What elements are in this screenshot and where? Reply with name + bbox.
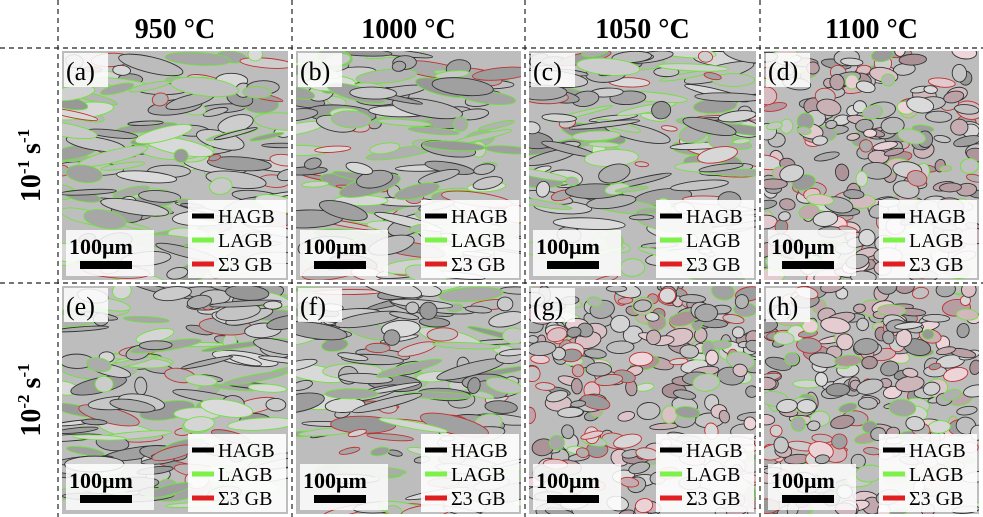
panel-label: (e)	[66, 292, 95, 321]
grain	[629, 215, 654, 220]
grain	[925, 111, 952, 123]
scale-bar	[782, 261, 834, 269]
scale-bar	[782, 495, 834, 503]
grain	[606, 285, 626, 291]
scale-label: 100μm	[303, 468, 367, 493]
rate-unit: s	[16, 377, 47, 388]
row-header: 10-1s-1	[14, 129, 47, 202]
legend-label: LAGB	[909, 464, 963, 486]
grain	[861, 356, 877, 369]
column-header: 1100 °C	[825, 14, 918, 45]
scale-label: 100μm	[303, 234, 367, 259]
grain	[864, 129, 877, 137]
grain	[858, 229, 875, 246]
grain	[705, 350, 718, 366]
grain	[620, 258, 645, 276]
grain	[695, 304, 718, 322]
legend-label: Σ3 GB	[686, 488, 740, 510]
grain	[759, 179, 787, 189]
grain	[264, 301, 282, 309]
legend-label: Σ3 GB	[218, 254, 272, 276]
legend-label: LAGB	[451, 230, 505, 252]
grain	[586, 363, 612, 377]
legend-label: HAGB	[451, 440, 508, 462]
grain	[770, 425, 782, 437]
rate-unit-exp: -1	[14, 129, 33, 143]
legend-label: Σ3 GB	[451, 254, 505, 276]
legend-label: HAGB	[686, 206, 743, 228]
grain	[922, 329, 934, 340]
scale-label: 100μm	[69, 234, 133, 259]
rate-unit-exp: -1	[14, 363, 33, 377]
legend-label: HAGB	[451, 206, 508, 228]
rate-exp: -2	[14, 394, 33, 408]
legend-label: LAGB	[218, 464, 272, 486]
grain	[791, 417, 805, 432]
panel-label: (g)	[533, 292, 563, 321]
grain	[858, 397, 878, 410]
scale-bar	[547, 261, 599, 269]
grain	[502, 328, 525, 345]
legend-label: Σ3 GB	[686, 254, 740, 276]
grain	[680, 344, 699, 358]
rate-base: 10	[16, 174, 47, 202]
scale-bar	[547, 495, 599, 503]
grain	[951, 119, 968, 135]
panel-label: (f)	[300, 292, 326, 321]
rate-unit: s	[16, 143, 47, 154]
column-header: 950 °C	[135, 14, 215, 45]
grain	[732, 327, 744, 338]
scale-label: 100μm	[69, 468, 133, 493]
figure: 950 °C1000 °C1050 °C1100 °C10-1s-110-2s-…	[0, 0, 983, 517]
grain	[826, 383, 850, 396]
grain	[856, 171, 867, 186]
grain	[174, 149, 188, 163]
legend-label: Σ3 GB	[909, 488, 963, 510]
scale-label: 100μm	[536, 234, 600, 259]
grain	[497, 297, 513, 311]
row-header: 10-2 s-1	[14, 363, 47, 436]
column-header: 1050 °C	[595, 14, 689, 45]
rate-exp: -1	[14, 160, 33, 174]
grain	[571, 378, 583, 394]
grain	[797, 399, 816, 413]
legend-label: HAGB	[218, 206, 275, 228]
legend-label: HAGB	[218, 440, 275, 462]
grain	[572, 364, 584, 377]
legend-label: Σ3 GB	[909, 254, 963, 276]
scale-bar	[80, 495, 132, 503]
grain	[857, 318, 869, 331]
grain	[877, 278, 897, 295]
legend-label: Σ3 GB	[451, 488, 505, 510]
scale-bar	[314, 261, 366, 269]
grain	[266, 398, 286, 411]
legend-label: HAGB	[686, 440, 743, 462]
legend-label: LAGB	[218, 230, 272, 252]
panel-label: (d)	[768, 57, 798, 86]
legend-label: Σ3 GB	[218, 488, 272, 510]
scale-label: 100μm	[536, 468, 600, 493]
legend-label: LAGB	[686, 464, 740, 486]
grain	[325, 389, 378, 399]
panel-label: (c)	[533, 57, 562, 86]
scale-label: 100μm	[771, 468, 835, 493]
panel-label: (a)	[66, 57, 95, 86]
grain	[366, 343, 390, 353]
panel-label: (h)	[768, 292, 798, 321]
column-header: 1000 °C	[361, 14, 455, 45]
rate-base: 10	[16, 409, 47, 437]
panel-label: (b)	[300, 57, 330, 86]
grain	[881, 74, 895, 86]
scale-bar	[80, 261, 132, 269]
legend-label: LAGB	[686, 230, 740, 252]
scale-bar	[314, 495, 366, 503]
legend-label: HAGB	[909, 440, 966, 462]
grain	[139, 341, 172, 350]
grain	[527, 335, 538, 343]
legend-label: HAGB	[909, 206, 966, 228]
legend-label: LAGB	[451, 464, 505, 486]
scale-label: 100μm	[771, 234, 835, 259]
grain	[895, 279, 914, 293]
legend-label: LAGB	[909, 230, 963, 252]
